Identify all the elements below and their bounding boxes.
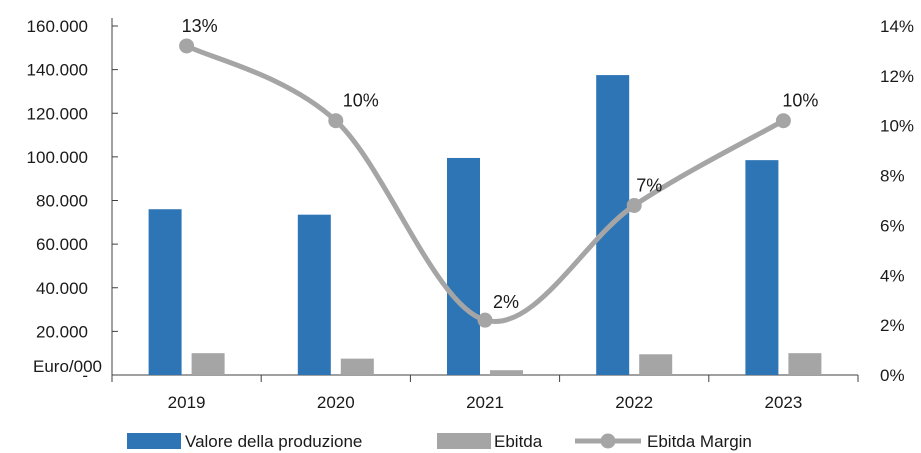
bar-valore-produzione [297,214,331,375]
right-tick-label: 10% [880,117,914,136]
x-tick-label: 2023 [764,393,802,412]
right-tick-label: 12% [880,67,914,86]
point-ebitda-margin [328,113,344,129]
right-tick-label: 4% [880,266,905,285]
bar-ebitda [490,370,523,375]
data-label-ebitda-margin: 7% [636,175,662,195]
left-tick-label: 20.000 [36,322,88,341]
y-unit-label: Euro/000 [33,357,102,376]
bar-ebitda [788,353,822,375]
data-label-ebitda-margin: 10% [782,91,818,111]
left-tick-label: 60.000 [36,235,88,254]
left-tick-label: 140.000 [27,61,88,80]
legend-swatch-valore [127,433,181,449]
bar-ebitda [340,358,374,375]
data-label-ebitda-margin: 10% [343,91,379,111]
right-tick-label: 8% [880,167,905,186]
left-tick-label: - [82,366,88,385]
line-ebitda-margin [184,43,786,325]
point-ebitda-margin [626,197,642,213]
left-tick-label: 120.000 [27,104,88,123]
legend-label-margin: Ebitda Margin [647,432,752,451]
bar-valore-produzione [745,160,779,375]
left-tick-label: 100.000 [27,148,88,167]
right-tick-label: 14% [880,17,914,36]
x-tick-label: 2022 [615,393,653,412]
point-ebitda-margin [477,312,493,328]
legend-label-ebitda: Ebitda [494,432,543,451]
point-ebitda-margin [775,113,791,129]
data-label-ebitda-margin: 2% [493,292,519,312]
left-tick-label: 160.000 [27,17,88,36]
bar-ebitda [191,353,225,375]
right-tick-label: 0% [880,366,905,385]
right-tick-label: 6% [880,216,905,235]
left-tick-label: 80.000 [36,192,88,211]
point-ebitda-margin [179,38,195,54]
data-label-ebitda-margin: 13% [182,16,218,36]
right-tick-label: 2% [880,316,905,335]
bar-valore-produzione [447,157,480,375]
x-tick-label: 2020 [317,393,355,412]
left-tick-label: 40.000 [36,279,88,298]
legend-marker-margin [600,433,616,449]
bar-ebitda [639,354,673,375]
bar-valore-produzione [148,209,182,375]
legend-swatch-ebitda [437,433,491,449]
legend-label-valore: Valore della produzione [185,432,362,451]
x-tick-label: 2021 [466,393,504,412]
x-tick-label: 2019 [168,393,206,412]
